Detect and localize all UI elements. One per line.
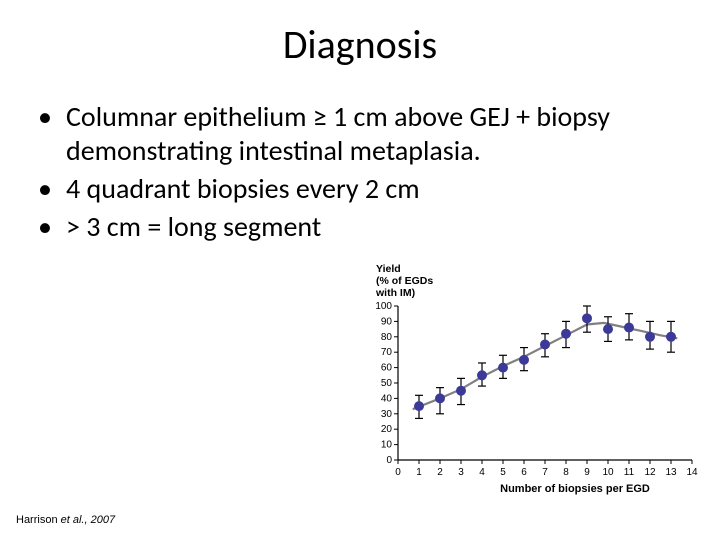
svg-text:with IM): with IM) <box>375 287 415 299</box>
bullet-dot-icon: • <box>34 210 66 244</box>
svg-text:40: 40 <box>381 393 393 404</box>
svg-text:(% of EGDs: (% of EGDs <box>376 275 433 287</box>
svg-text:Number of biopsies per EGD: Number of biopsies per EGD <box>500 483 650 495</box>
svg-text:90: 90 <box>381 316 393 327</box>
svg-text:1: 1 <box>416 467 422 478</box>
svg-text:11: 11 <box>624 467 635 478</box>
bullet-text: > 3 cm = long segment <box>66 210 686 244</box>
svg-text:10: 10 <box>381 440 393 451</box>
svg-text:Yield: Yield <box>376 263 401 275</box>
svg-text:6: 6 <box>521 467 527 478</box>
svg-text:60: 60 <box>381 363 393 374</box>
svg-text:20: 20 <box>381 424 393 435</box>
bullet-text: Columnar epithelium ≥ 1 cm above GEJ + b… <box>66 100 686 168</box>
svg-text:80: 80 <box>381 332 393 343</box>
citation-text: Harrison et al., 2007 <box>16 514 115 526</box>
svg-text:4: 4 <box>479 467 485 478</box>
bullet-dot-icon: • <box>34 172 66 206</box>
svg-text:0: 0 <box>395 467 401 478</box>
svg-text:10: 10 <box>602 467 614 478</box>
svg-text:9: 9 <box>584 467 590 478</box>
svg-text:100: 100 <box>375 301 392 312</box>
chart-svg: Yield(% of EGDswith IM)01020304050607080… <box>340 260 700 500</box>
svg-text:70: 70 <box>381 347 393 358</box>
svg-text:2: 2 <box>437 467 443 478</box>
svg-text:50: 50 <box>381 378 393 389</box>
svg-text:14: 14 <box>686 467 698 478</box>
list-item: • 4 quadrant biopsies every 2 cm <box>34 172 686 206</box>
list-item: • > 3 cm = long segment <box>34 210 686 244</box>
list-item: • Columnar epithelium ≥ 1 cm above GEJ +… <box>34 100 686 168</box>
yield-chart: Yield(% of EGDswith IM)01020304050607080… <box>340 260 700 500</box>
bullet-text: 4 quadrant biopsies every 2 cm <box>66 172 686 206</box>
citation-author: Harrison <box>16 514 58 526</box>
citation-rest: et al., 2007 <box>58 514 116 526</box>
bullet-list: • Columnar epithelium ≥ 1 cm above GEJ +… <box>34 100 686 249</box>
svg-text:3: 3 <box>458 467 464 478</box>
bullet-dot-icon: • <box>34 100 66 168</box>
svg-text:8: 8 <box>563 467 569 478</box>
slide: Diagnosis • Columnar epithelium ≥ 1 cm a… <box>0 0 720 540</box>
svg-text:0: 0 <box>386 455 392 466</box>
slide-title: Diagnosis <box>0 20 720 69</box>
svg-text:13: 13 <box>665 467 677 478</box>
svg-text:30: 30 <box>381 409 393 420</box>
svg-text:5: 5 <box>500 467 506 478</box>
svg-text:7: 7 <box>542 467 548 478</box>
svg-text:12: 12 <box>644 467 656 478</box>
